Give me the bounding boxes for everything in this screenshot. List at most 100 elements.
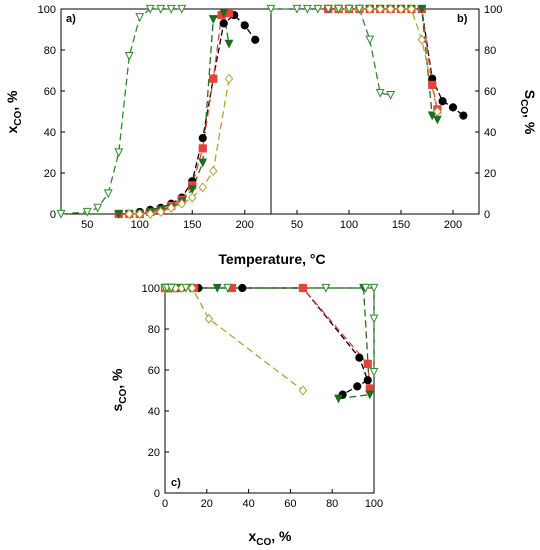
series-line: [118, 14, 256, 215]
data-point: [355, 353, 364, 362]
data-point: [417, 4, 427, 14]
data-point: [82, 207, 92, 217]
y-tick-label: 100: [484, 4, 502, 16]
data-point: [365, 4, 375, 14]
x-tick-label: 60: [284, 498, 296, 510]
data-point: [386, 4, 395, 14]
y-axis-label-c-sub: CO: [118, 388, 129, 403]
data-point: [156, 4, 166, 14]
y-axis-label-b: SCO, %: [518, 90, 538, 135]
data-point: [219, 19, 228, 28]
chart-panel: 0 20 40 60 80 100 0 20 40 60 80 100 c): [142, 283, 384, 510]
data-point: [198, 144, 207, 153]
x-tick-label: 100: [340, 219, 358, 231]
y-tick-label: 80: [148, 324, 160, 336]
data-point: [103, 189, 113, 199]
y-tick-label: 100: [38, 4, 56, 16]
y-axis-label-b-sub: CO: [518, 99, 529, 114]
series-line: [165, 287, 375, 373]
y-tick-label: 0: [484, 209, 490, 221]
data-point: [432, 115, 442, 125]
y-tick-label: 20: [484, 168, 496, 180]
data-point: [323, 4, 333, 14]
data-point: [240, 21, 249, 30]
data-point: [266, 4, 276, 14]
series-line: [165, 287, 369, 396]
y-axis-label-a-sub: CO: [13, 110, 24, 125]
y-axis-label-c-suffix: , %: [109, 368, 125, 389]
data-point: [334, 4, 344, 14]
data-point: [407, 4, 416, 14]
data-point: [417, 34, 427, 45]
data-point: [224, 73, 234, 84]
data-point: [212, 283, 222, 293]
x-tick-label: 150: [183, 219, 201, 231]
data-point: [369, 283, 379, 293]
data-point: [187, 185, 197, 195]
x-axis-label-c-sub: CO: [256, 537, 271, 548]
plot-frame: [60, 8, 272, 215]
x-axis-label-c-suffix: , %: [271, 528, 292, 544]
series-line: [60, 8, 182, 215]
data-point: [124, 52, 134, 61]
x-tick-label: 40: [242, 498, 254, 510]
data-point: [448, 103, 458, 112]
data-point: [223, 283, 233, 293]
data-point: [208, 165, 218, 176]
data-point: [114, 209, 124, 219]
plot-frame: [164, 287, 375, 494]
data-point: [145, 209, 155, 219]
data-point: [438, 97, 447, 106]
x-tick-label: 50: [81, 219, 93, 231]
y-tick-label: 60: [148, 365, 160, 377]
x-tick-label: 200: [236, 219, 254, 231]
data-point: [198, 182, 208, 193]
y-tick-label: 60: [484, 86, 496, 98]
data-point: [219, 9, 229, 18]
x-axis-label-c: xCO, %: [248, 528, 292, 548]
data-point: [187, 192, 197, 203]
panel-label: c): [171, 477, 181, 489]
data-point: [177, 4, 187, 14]
y-tick-label: 40: [148, 406, 160, 418]
x-axis-label-top: Temperature, °C: [218, 251, 325, 267]
y-tick-label: 0: [50, 209, 56, 221]
chart-panel: 50 100 150 200 0 20 40 60 80 100 a): [38, 4, 272, 231]
data-point: [135, 13, 145, 22]
chart-panel: 50 100 150 200 0 20 40 60 80 100 b): [266, 4, 502, 231]
y-axis-label-b-main: S: [522, 90, 538, 99]
data-point: [363, 376, 372, 385]
data-point: [321, 283, 331, 293]
data-point: [344, 4, 354, 14]
y-axis-label-c: sCO, %: [109, 368, 129, 412]
plot-frame: [270, 8, 480, 215]
data-point: [369, 314, 379, 324]
y-axis-label-b-suffix: , %: [522, 114, 538, 135]
x-tick-label: 0: [162, 498, 168, 510]
panel-label: a): [66, 13, 76, 25]
data-point: [238, 283, 247, 293]
data-point: [459, 111, 468, 120]
data-point: [375, 4, 385, 14]
data-point: [354, 4, 364, 14]
data-point: [166, 283, 176, 293]
series-line: [271, 8, 391, 96]
y-tick-label: 20: [44, 168, 56, 180]
series-line: [165, 287, 371, 400]
data-point: [166, 202, 176, 213]
x-tick-label: 100: [365, 498, 383, 510]
data-point: [433, 106, 442, 117]
data-point: [145, 4, 155, 14]
data-point: [313, 4, 323, 14]
data-point: [181, 283, 191, 293]
data-point: [353, 382, 362, 391]
data-point: [187, 283, 197, 293]
y-tick-label: 40: [484, 127, 496, 139]
panel-label: b): [457, 13, 468, 25]
data-point: [56, 209, 66, 219]
data-point: [198, 158, 208, 168]
data-point: [396, 4, 406, 14]
y-tick-label: 20: [148, 447, 160, 459]
